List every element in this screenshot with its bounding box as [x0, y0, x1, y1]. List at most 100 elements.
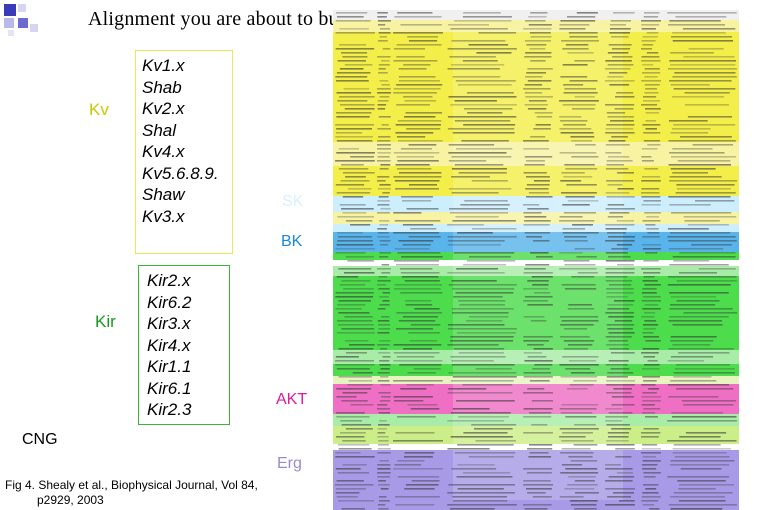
alignment-residue-texture — [341, 208, 374, 210]
alignment-residue-texture — [614, 320, 633, 322]
alignment-residue-texture — [381, 124, 389, 126]
alignment-residue-texture — [471, 180, 508, 182]
alignment-residue-texture — [335, 456, 375, 458]
alignment-residue-texture — [526, 44, 547, 46]
alignment-residue-texture — [377, 140, 391, 142]
alignment-residue-texture — [377, 504, 386, 506]
alignment-residue-texture — [641, 80, 661, 82]
alignment-residue-texture — [614, 300, 635, 302]
alignment-residue-texture — [377, 148, 391, 150]
alignment-residue-texture — [606, 376, 628, 378]
alignment-residue-texture — [377, 436, 389, 438]
alignment-residue-texture — [525, 96, 553, 98]
alignment-residue-texture — [645, 340, 661, 342]
alignment-residue-texture — [669, 264, 729, 266]
alignment-residue-texture — [571, 504, 597, 506]
alignment-residue-texture — [642, 72, 661, 74]
alignment-residue-texture — [404, 452, 435, 454]
alignment-residue-texture — [335, 360, 374, 362]
alignment-residue-texture — [524, 508, 548, 510]
alignment-residue-texture — [617, 264, 634, 266]
alignment-residue-texture — [607, 204, 625, 206]
alignment-residue-texture — [674, 456, 730, 458]
alignment-residue-texture — [570, 136, 595, 138]
alignment-residue-texture — [611, 404, 635, 406]
kir-member: Kir1.1 — [147, 357, 192, 376]
alignment-residue-texture — [455, 216, 499, 218]
alignment-residue-texture — [609, 32, 630, 34]
alignment-residue-texture — [671, 412, 724, 414]
alignment-residue-texture — [683, 404, 734, 406]
alignment-residue-texture — [414, 308, 440, 310]
alignment-residue-texture — [396, 264, 439, 266]
alignment-residue-texture — [394, 180, 440, 182]
alignment-residue-texture — [647, 232, 660, 234]
alignment-residue-texture — [530, 12, 548, 14]
alignment-residue-texture — [335, 412, 365, 414]
kv-member: Shaw — [142, 185, 185, 204]
alignment-residue-texture — [560, 472, 599, 474]
alignment-residue-texture — [609, 72, 628, 74]
alignment-residue-texture — [606, 344, 629, 346]
alignment-residue-texture — [410, 324, 441, 326]
alignment-residue-texture — [394, 248, 430, 250]
alignment-residue-texture — [337, 100, 368, 102]
alignment-residue-texture — [377, 156, 390, 158]
alignment-residue-texture — [673, 124, 736, 126]
alignment-residue-texture — [643, 276, 655, 278]
alignment-residue-texture — [400, 272, 440, 274]
alignment-residue-texture — [523, 272, 553, 274]
alignment-residue-texture — [408, 332, 440, 334]
alignment-residue-texture — [457, 232, 493, 234]
alignment-residue-texture — [607, 372, 634, 374]
alignment-residue-texture — [676, 364, 731, 366]
alignment-residue-texture — [378, 328, 391, 330]
alignment-residue-texture — [564, 288, 597, 290]
alignment-residue-texture — [381, 316, 390, 318]
alignment-residue-texture — [605, 464, 621, 466]
alignment-residue-texture — [668, 384, 730, 386]
alignment-residue-texture — [644, 76, 658, 78]
alignment-residue-texture — [524, 84, 543, 86]
alignment-residue-texture — [336, 496, 358, 498]
alignment-residue-texture — [669, 316, 729, 318]
alignment-residue-texture — [456, 148, 513, 150]
alignment-residue-texture — [380, 164, 391, 166]
alignment-residue-texture — [643, 328, 656, 330]
alignment-residue-texture — [526, 184, 550, 186]
alignment-residue-texture — [643, 472, 661, 474]
alignment-residue-texture — [396, 136, 426, 138]
alignment-residue-texture — [683, 312, 737, 314]
alignment-residue-texture — [676, 188, 731, 190]
alignment-residue-texture — [405, 484, 439, 486]
alignment-residue-texture — [453, 348, 505, 350]
alignment-residue-texture — [404, 100, 436, 102]
alignment-residue-texture — [559, 252, 583, 254]
alignment-residue-texture — [453, 20, 512, 22]
alignment-residue-texture — [562, 232, 599, 234]
alignment-residue-texture — [642, 444, 658, 446]
alignment-residue-texture — [642, 124, 661, 126]
alignment-residue-texture — [378, 324, 391, 326]
alignment-residue-texture — [669, 204, 711, 206]
alignment-residue-texture — [335, 484, 374, 486]
alignment-residue-texture — [560, 180, 582, 182]
alignment-residue-texture — [562, 432, 593, 434]
alignment-residue-texture — [641, 20, 661, 22]
alignment-residue-texture — [402, 244, 431, 246]
alignment-residue-texture — [345, 352, 367, 354]
alignment-residue-texture — [668, 240, 737, 242]
alignment-residue-texture — [568, 360, 596, 362]
alignment-residue-texture — [454, 100, 497, 102]
alignment-residue-texture — [523, 288, 549, 290]
alignment-residue-texture — [448, 388, 487, 390]
alignment-residue-texture — [563, 260, 590, 262]
alignment-residue-texture — [564, 164, 595, 166]
alignment-residue-texture — [450, 380, 514, 382]
alignment-residue-texture — [528, 192, 550, 194]
alignment-residue-texture — [452, 376, 517, 378]
alignment-residue-texture — [377, 320, 390, 322]
alignment-residue-texture — [523, 340, 549, 342]
alignment-residue-texture — [641, 316, 655, 318]
alignment-residue-texture — [676, 300, 720, 302]
